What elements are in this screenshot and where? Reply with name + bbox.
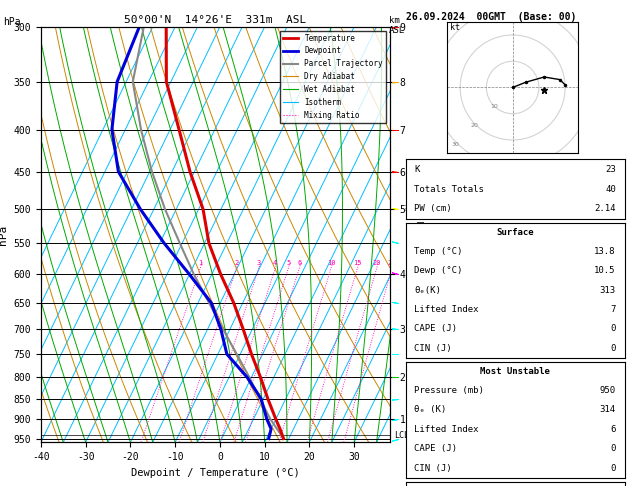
Text: 10: 10	[326, 260, 335, 266]
Text: 40: 40	[605, 185, 616, 193]
Text: 2.14: 2.14	[594, 204, 616, 213]
Text: 314: 314	[599, 405, 616, 415]
Text: 313: 313	[599, 286, 616, 295]
Text: 0: 0	[611, 324, 616, 333]
Text: 1: 1	[198, 260, 203, 266]
X-axis label: Dewpoint / Temperature (°C): Dewpoint / Temperature (°C)	[131, 468, 300, 478]
Text: 0: 0	[611, 344, 616, 352]
Legend: Temperature, Dewpoint, Parcel Trajectory, Dry Adiabat, Wet Adiabat, Isotherm, Mi: Temperature, Dewpoint, Parcel Trajectory…	[280, 31, 386, 122]
Text: 0: 0	[611, 464, 616, 472]
Text: CAPE (J): CAPE (J)	[415, 324, 457, 333]
Text: PW (cm): PW (cm)	[415, 204, 452, 213]
Text: Lifted Index: Lifted Index	[415, 425, 479, 434]
Text: LCL: LCL	[394, 431, 409, 440]
Text: Lifted Index: Lifted Index	[415, 305, 479, 314]
Text: CIN (J): CIN (J)	[415, 344, 452, 352]
Text: 26.09.2024  00GMT  (Base: 00): 26.09.2024 00GMT (Base: 00)	[406, 12, 576, 22]
Text: Totals Totals: Totals Totals	[415, 185, 484, 193]
Text: 950: 950	[599, 386, 616, 395]
Title: 50°00'N  14°26'E  331m  ASL: 50°00'N 14°26'E 331m ASL	[125, 15, 306, 25]
Text: 15: 15	[353, 260, 362, 266]
Text: Dewp (°C): Dewp (°C)	[415, 266, 463, 276]
Text: CAPE (J): CAPE (J)	[415, 444, 457, 453]
Text: kt: kt	[450, 23, 460, 32]
Y-axis label: Mixing Ratio (g/kg): Mixing Ratio (g/kg)	[413, 183, 423, 286]
Text: km
ASL: km ASL	[389, 16, 405, 35]
Text: 30: 30	[452, 141, 460, 147]
Text: 5: 5	[286, 260, 291, 266]
Text: 6: 6	[611, 425, 616, 434]
Text: 20: 20	[471, 123, 479, 128]
Text: Surface: Surface	[496, 228, 534, 237]
Text: θₑ(K): θₑ(K)	[415, 286, 442, 295]
Text: Most Unstable: Most Unstable	[480, 367, 550, 376]
Text: 23: 23	[605, 165, 616, 174]
Text: 10.5: 10.5	[594, 266, 616, 276]
Text: Pressure (mb): Pressure (mb)	[415, 386, 484, 395]
Text: 20: 20	[372, 260, 381, 266]
Text: 6: 6	[297, 260, 301, 266]
Text: 7: 7	[611, 305, 616, 314]
Text: Temp (°C): Temp (°C)	[415, 247, 463, 256]
Text: 13.8: 13.8	[594, 247, 616, 256]
Text: 10: 10	[490, 104, 498, 109]
Text: 2: 2	[234, 260, 238, 266]
Y-axis label: hPa: hPa	[0, 225, 8, 244]
Text: 3: 3	[257, 260, 261, 266]
Text: 25: 25	[387, 260, 396, 266]
Text: hPa: hPa	[3, 17, 21, 27]
Text: θₑ (K): θₑ (K)	[415, 405, 447, 415]
Text: CIN (J): CIN (J)	[415, 464, 452, 472]
Text: 4: 4	[273, 260, 277, 266]
Text: 0: 0	[611, 444, 616, 453]
Text: K: K	[415, 165, 420, 174]
